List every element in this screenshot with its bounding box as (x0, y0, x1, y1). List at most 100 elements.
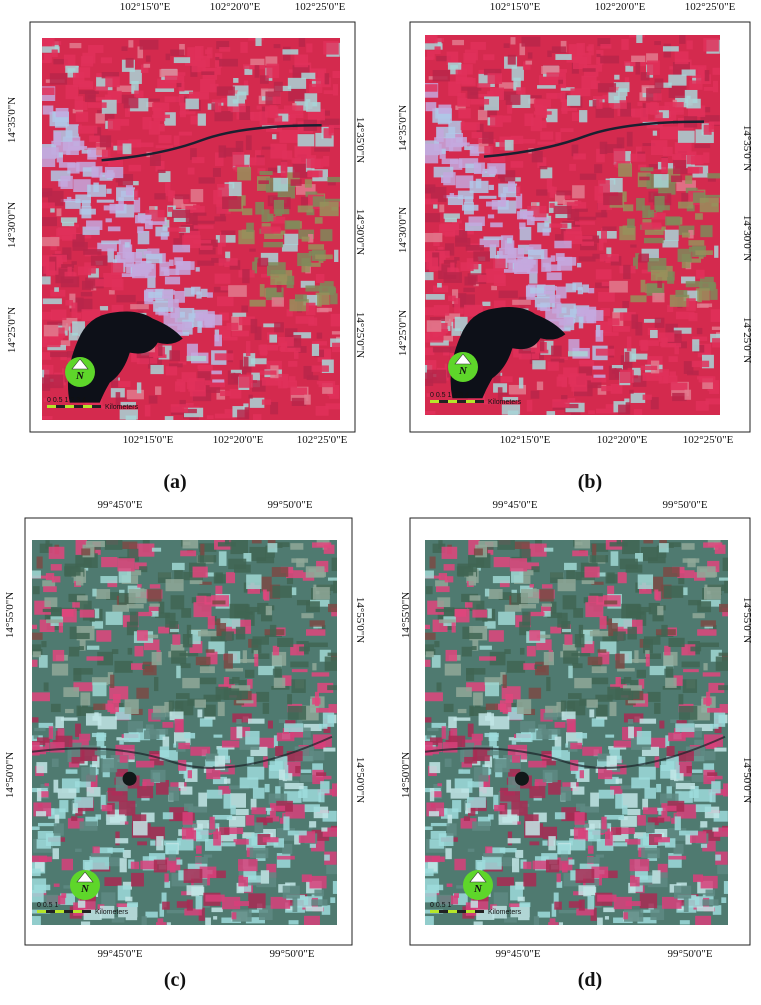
image-patch (250, 58, 265, 66)
image-patch (596, 704, 608, 719)
image-patch (504, 917, 517, 923)
image-patch (75, 540, 87, 555)
image-patch (638, 766, 656, 780)
image-patch (625, 564, 643, 573)
image-patch (332, 70, 340, 79)
image-patch (79, 639, 86, 651)
image-patch (522, 611, 531, 626)
image-patch (585, 310, 604, 321)
image-patch (75, 194, 91, 203)
image-patch (195, 845, 202, 854)
image-patch (181, 608, 192, 618)
image-patch (578, 885, 596, 896)
image-patch (448, 716, 457, 729)
image-patch (136, 760, 155, 768)
image-patch (309, 83, 323, 94)
image-patch (86, 787, 101, 797)
image-patch (288, 376, 296, 383)
image-patch (42, 337, 61, 348)
image-patch (443, 703, 454, 713)
image-patch (249, 248, 256, 252)
image-patch (516, 733, 533, 743)
image-patch (36, 788, 42, 802)
image-patch (587, 656, 603, 666)
image-patch (222, 336, 238, 341)
image-patch (620, 785, 641, 790)
image-patch (721, 897, 727, 903)
image-patch (78, 81, 94, 90)
image-patch (198, 792, 208, 807)
image-patch (462, 626, 473, 640)
image-patch (450, 788, 470, 799)
image-patch (636, 669, 646, 678)
image-patch (482, 856, 502, 870)
image-patch (470, 706, 487, 716)
image-patch (169, 350, 180, 362)
image-patch (179, 311, 185, 318)
image-patch (105, 611, 123, 625)
image-patch (661, 157, 668, 173)
image-patch (276, 281, 282, 293)
image-patch (148, 395, 158, 404)
image-patch (529, 841, 540, 846)
image-patch (167, 190, 173, 202)
image-patch (663, 651, 678, 666)
image-patch (519, 647, 525, 655)
image-patch (709, 792, 716, 803)
image-patch (214, 111, 233, 122)
image-patch (57, 728, 65, 743)
image-patch (168, 850, 176, 861)
image-patch (230, 540, 248, 555)
reservoir (514, 771, 529, 786)
image-patch (71, 261, 77, 265)
river (483, 120, 705, 158)
image-patch (494, 804, 505, 812)
image-patch (444, 725, 450, 740)
image-patch (426, 393, 432, 398)
image-patch (438, 619, 456, 624)
image-patch (153, 859, 168, 873)
image-patch (427, 727, 439, 732)
top-coordinate: 99°50'0"E (267, 499, 312, 511)
image-patch (203, 854, 213, 858)
north-arrow-pointer (454, 353, 472, 365)
image-patch (42, 46, 60, 53)
image-patch (32, 692, 50, 702)
image-patch (44, 53, 52, 63)
image-patch (703, 86, 714, 91)
image-patch (87, 102, 107, 108)
image-patch (560, 78, 567, 89)
image-patch (492, 576, 511, 584)
image-patch (604, 332, 619, 336)
image-patch (538, 724, 547, 731)
image-patch (51, 725, 57, 740)
image-patch (490, 222, 503, 228)
image-patch (52, 649, 65, 662)
image-patch (465, 222, 483, 231)
image-patch (540, 605, 553, 615)
image-patch (43, 332, 48, 344)
image-patch (197, 260, 215, 266)
image-patch (218, 145, 227, 158)
image-patch (212, 600, 226, 605)
image-patch (678, 201, 694, 209)
image-patch (101, 406, 116, 410)
image-patch (259, 284, 265, 297)
image-patch (111, 917, 125, 923)
image-patch (576, 908, 594, 916)
image-patch (107, 580, 118, 588)
image-patch (255, 38, 262, 47)
image-patch (172, 634, 181, 645)
image-patch (700, 225, 713, 238)
image-patch (330, 313, 340, 327)
image-patch (266, 63, 280, 79)
image-patch (314, 217, 323, 224)
image-patch (473, 162, 485, 175)
image-patch (649, 665, 665, 676)
image-patch (473, 548, 483, 556)
image-patch (47, 41, 62, 45)
image-patch (507, 101, 513, 114)
image-patch (510, 135, 524, 145)
image-patch (555, 132, 562, 143)
